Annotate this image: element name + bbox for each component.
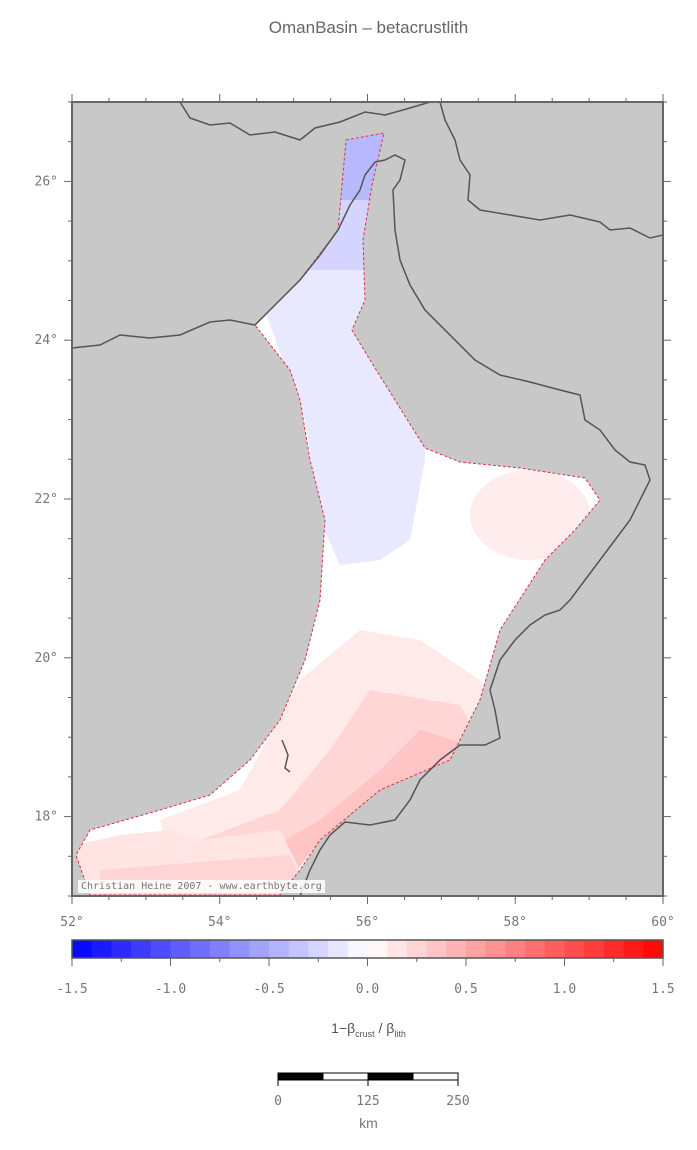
colorbar-label: 1−βcrust / βlith: [0, 1020, 697, 1039]
lon-tick-label: 52°: [60, 915, 83, 930]
colorbar-swatch: [564, 940, 585, 958]
colorbar-tick-labels: -1.5 -1.0 -0.5 0.0 0.5 1.0 1.5: [56, 982, 674, 997]
colorbar-swatch: [190, 940, 211, 958]
colorbar-tick-label: -1.0: [155, 982, 186, 997]
colorbar-swatch: [584, 940, 605, 958]
colorbar-swatch: [406, 940, 428, 958]
scalebar-tick-label: 0: [274, 1094, 282, 1109]
lon-labels: 52° 54° 56° 58° 60°: [60, 915, 674, 930]
map-ticks: [64, 94, 671, 904]
coastlines: [72, 102, 663, 896]
lat-tick-label: 18°: [35, 810, 58, 825]
colorbar-swatch: [308, 940, 329, 958]
colorbar-swatch: [544, 940, 565, 958]
coast-iran: [179, 102, 431, 141]
colorbar-swatch: [466, 940, 487, 958]
map-title: OmanBasin – betacrustlith: [268, 18, 469, 37]
colorbar-swatch: [249, 940, 270, 958]
colorbar-swatch: [269, 940, 290, 958]
colorbar-label-sub1: crust: [355, 1028, 375, 1039]
lat-labels: 26° 24° 22° 20° 18°: [35, 174, 58, 824]
colorbar-swatch: [150, 940, 171, 958]
lon-tick-label: 54°: [208, 915, 231, 930]
colorbar-swatch: [111, 940, 132, 958]
colorbar-label-mid: / β: [374, 1020, 395, 1036]
coast-island: [281, 739, 291, 773]
colorbar-tick-label: 1.5: [651, 982, 674, 997]
colorbar-swatch: [328, 940, 349, 958]
colorbar-swatch: [72, 940, 93, 958]
colorbar-swatch: [446, 940, 467, 958]
basin-outline: [75, 132, 601, 896]
scalebar: [277, 1072, 459, 1086]
colorbar-label-sub2: lith: [394, 1028, 406, 1039]
lat-tick-label: 24°: [35, 333, 58, 348]
colorbar-swatch: [131, 940, 152, 958]
colorbar-swatch: [485, 940, 506, 958]
colorbar: [71, 939, 664, 966]
colorbar-swatch: [426, 940, 447, 958]
colorbar-swatch: [387, 940, 408, 958]
lat-tick-label: 20°: [35, 651, 58, 666]
coast-arabia: [72, 154, 651, 896]
colorbar-tick-label: -1.5: [56, 982, 87, 997]
colorbar-tick-label: -0.5: [253, 982, 284, 997]
colorbar-swatch: [170, 940, 191, 958]
colorbar-swatch: [288, 940, 309, 958]
colorbar-tick-label: 0.0: [356, 982, 379, 997]
colorbar-swatch: [505, 940, 526, 958]
colorbar-swatch: [603, 940, 625, 958]
colorbar-swatch: [209, 940, 231, 958]
lon-tick-label: 60°: [651, 915, 674, 930]
colorbar-label-main: 1−β: [331, 1020, 356, 1036]
scalebar-unit: km: [359, 1115, 378, 1131]
lat-tick-label: 22°: [35, 492, 58, 507]
scalebar-tick-labels: 0 125 250: [274, 1094, 470, 1109]
scalebar-tick-label: 250: [446, 1094, 469, 1109]
colorbar-swatch: [347, 940, 368, 958]
colorbar-swatch: [229, 940, 250, 958]
lon-tick-label: 58°: [504, 915, 527, 930]
colorbar-swatch: [367, 940, 388, 958]
colorbar-tick-label: 1.0: [553, 982, 576, 997]
colorbar-swatch: [623, 940, 644, 958]
colorbar-swatch: [91, 940, 112, 958]
lon-tick-label: 56°: [356, 915, 379, 930]
credit-text: Christian Heine 2007 - www.earthbyte.org: [78, 880, 325, 893]
scalebar-tick-label: 125: [356, 1094, 379, 1109]
lat-tick-label: 26°: [35, 174, 58, 189]
colorbar-swatch: [525, 940, 546, 958]
colorbar-swatch: [643, 940, 664, 958]
coast-iran-inland: [439, 102, 663, 239]
colorbar-tick-label: 0.5: [454, 982, 477, 997]
